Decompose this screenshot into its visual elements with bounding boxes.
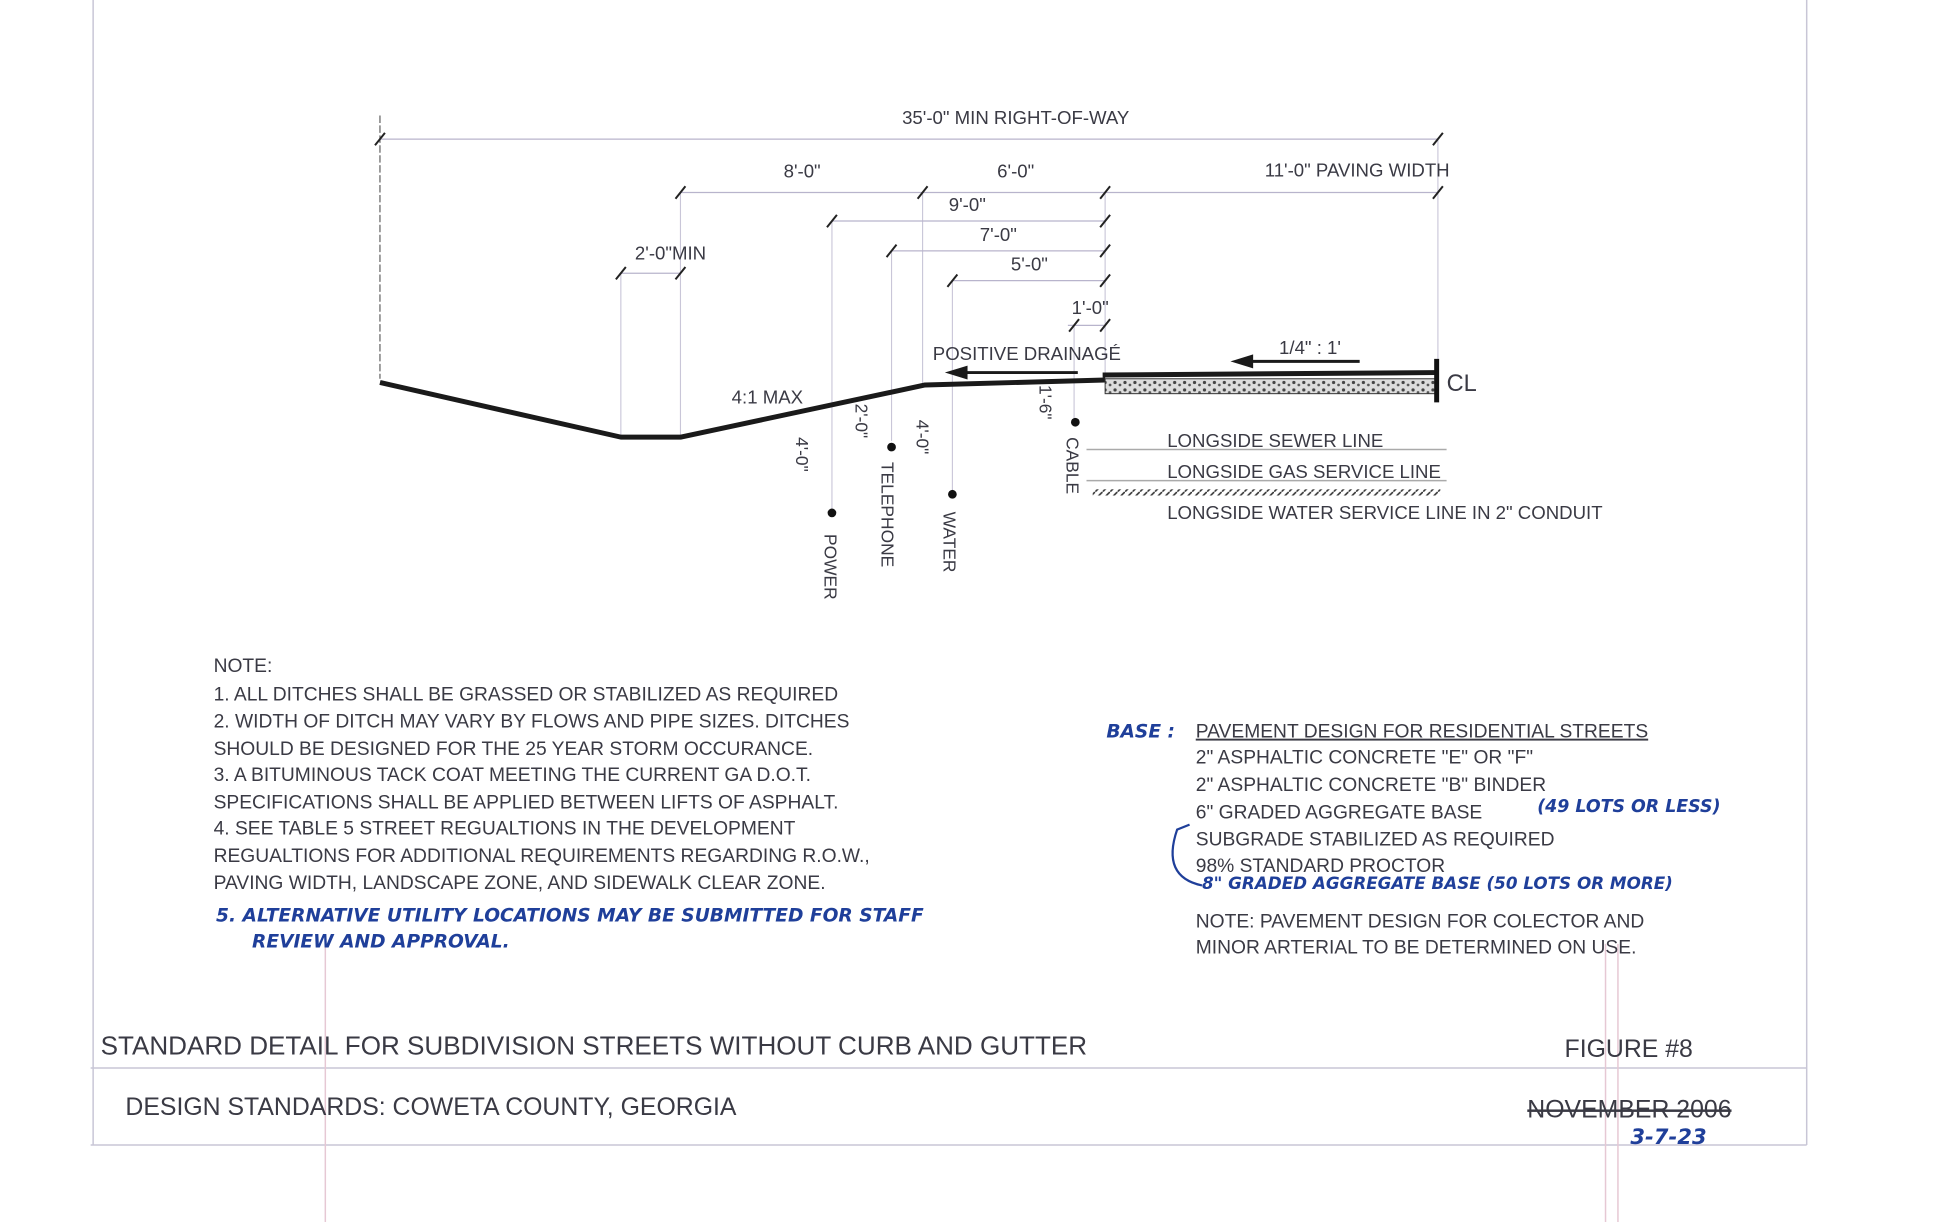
pavement-design: BASE : PAVEMENT DESIGN FOR RESIDENTIAL S… — [1106, 722, 1720, 959]
hand-49-lots: (49 LOTS OR LESS) — [1537, 797, 1720, 817]
dim-7ft: 7'-0" — [980, 224, 1017, 245]
pavement-line: 2" ASPHALTIC CONCRETE "E" OR "F" — [1196, 748, 1533, 769]
positive-drainage-label: POSITIVE DRAINAGÉ — [933, 343, 1121, 364]
dim-9ft: 9'-0" — [949, 194, 986, 215]
general-notes: NOTE: 1. ALL DITCHES SHALL BE GRASSED OR… — [214, 656, 924, 953]
pavement-base — [1104, 378, 1436, 395]
power-label: POWER — [820, 534, 840, 600]
depth-power: 4'-0" — [792, 437, 812, 472]
hand-8in-base: 8" GRADED AGGREGATE BASE (50 LOTS OR MOR… — [1202, 873, 1673, 893]
note-line: 4. SEE TABLE 5 STREET REGUALTIONS IN THE… — [214, 819, 796, 840]
dimension-lines — [374, 132, 1444, 333]
right-of-way-label: 35'-0" MIN RIGHT-OF-WAY — [902, 107, 1129, 128]
note-line: REGUALTIONS FOR ADDITIONAL REQUIREMENTS … — [214, 846, 870, 867]
revised-date: 3-7-23 — [1630, 1124, 1706, 1149]
water-line-label: LONGSIDE WATER SERVICE LINE IN 2" CONDUI… — [1167, 502, 1602, 523]
base-annotation: BASE : — [1106, 722, 1175, 743]
handwritten-note: REVIEW AND APPROVAL. — [252, 932, 510, 953]
cable-label: CABLE — [1063, 437, 1083, 494]
drawing-title: STANDARD DETAIL FOR SUBDIVISION STREETS … — [101, 1030, 1088, 1060]
agency-label: DESIGN STANDARDS: COWETA COUNTY, GEORGIA — [125, 1094, 737, 1121]
notes-heading: NOTE: — [214, 656, 273, 677]
telephone-label: TELEPHONE — [878, 462, 898, 567]
water-location — [948, 489, 957, 499]
dim-1ft: 1'-0" — [1072, 297, 1109, 318]
slope-label: 4:1 MAX — [732, 387, 804, 408]
pavement-line: 2" ASPHALTIC CONCRETE "B" BINDER — [1196, 775, 1546, 796]
water-label: WATER — [940, 512, 960, 573]
dimension-labels: 35'-0" MIN RIGHT-OF-WAY 8'-0" 6'-0" 11'-… — [635, 107, 1477, 407]
cable-location — [1070, 417, 1080, 427]
road-section — [379, 354, 1440, 440]
pavement-note: NOTE: PAVEMENT DESIGN FOR COLECTOR AND — [1196, 912, 1644, 933]
paving-width-label: 11'-0" PAVING WIDTH — [1265, 159, 1450, 180]
depth-telephone: 2'-0" — [852, 404, 872, 439]
pavement-title: PAVEMENT DESIGN FOR RESIDENTIAL STREETS — [1196, 722, 1648, 743]
note-line: PAVING WIDTH, LANDSCAPE ZONE, AND SIDEWA… — [214, 873, 826, 894]
note-line: SPECIFICATIONS SHALL BE APPLIED BETWEEN … — [214, 792, 839, 813]
pavement-line: SUBGRADE STABILIZED AS REQUIRED — [1196, 830, 1555, 851]
dim-6ft: 6'-0" — [997, 161, 1034, 182]
centerline-label: CL — [1447, 370, 1477, 396]
pavement-line: 6" GRADED AGGREGATE BASE — [1196, 802, 1482, 823]
note-line: 3. A BITUMINOUS TACK COAT MEETING THE CU… — [214, 765, 811, 786]
pavement-line: 98% STANDARD PROCTOR — [1196, 856, 1445, 877]
gas-line-label: LONGSIDE GAS SERVICE LINE — [1167, 461, 1441, 482]
pavement-note: MINOR ARTERIAL TO BE DETERMINED ON USE. — [1196, 938, 1637, 959]
sheet-frame — [90, 0, 1808, 1222]
cross-slope-arrow — [1230, 354, 1360, 369]
pavement-surface — [1102, 370, 1436, 378]
depth-cable: 1'-6" — [1035, 385, 1055, 420]
note-line: SHOULD BE DESIGNED FOR THE 25 YEAR STORM… — [214, 739, 814, 760]
dim-5ft: 5'-0" — [1011, 254, 1048, 275]
dim-8ft: 8'-0" — [784, 161, 821, 182]
note-line: 1. ALL DITCHES SHALL BE GRASSED OR STABI… — [214, 684, 839, 705]
handwritten-note: 5. ALTERNATIVE UTILITY LOCATIONS MAY BE … — [216, 905, 924, 926]
drainage-arrow — [944, 365, 1078, 380]
note-line: 2. WIDTH OF DITCH MAY VARY BY FLOWS AND … — [214, 712, 850, 733]
power-location — [827, 508, 837, 518]
sewer-line-label: LONGSIDE SEWER LINE — [1167, 430, 1383, 451]
utility-lines — [827, 417, 1447, 518]
extension-lines — [379, 115, 1439, 516]
depth-water: 4'-0" — [912, 420, 932, 455]
ditch-min-label: 2'-0"MIN — [635, 243, 706, 264]
ground-profile — [379, 377, 1106, 440]
telephone-location — [887, 442, 896, 452]
old-date: NOVEMBER 2006 — [1527, 1097, 1731, 1124]
title-block: STANDARD DETAIL FOR SUBDIVISION STREETS … — [101, 1030, 1732, 1148]
cross-slope-label: 1/4" : 1' — [1279, 337, 1341, 358]
figure-number: FIGURE #8 — [1565, 1036, 1693, 1063]
hand-arrow — [1171, 823, 1203, 887]
